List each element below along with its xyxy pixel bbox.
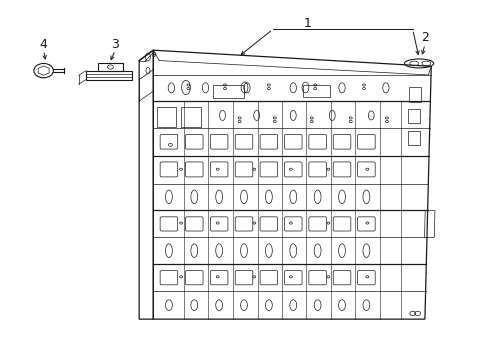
Text: 1: 1	[304, 17, 311, 30]
Text: 2: 2	[420, 31, 428, 44]
Text: 3: 3	[111, 38, 119, 51]
Text: 4: 4	[40, 38, 47, 51]
